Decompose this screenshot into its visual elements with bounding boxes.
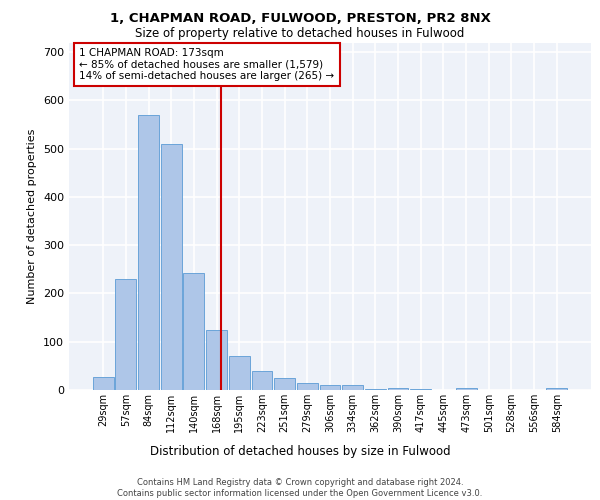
Text: Size of property relative to detached houses in Fulwood: Size of property relative to detached ho… [136,28,464,40]
Bar [388,388,409,390]
Bar [229,356,250,390]
Text: Distribution of detached houses by size in Fulwood: Distribution of detached houses by size … [149,444,451,458]
Bar [274,378,295,390]
Bar [455,388,476,390]
Bar [342,385,363,390]
Text: 1, CHAPMAN ROAD, FULWOOD, PRESTON, PR2 8NX: 1, CHAPMAN ROAD, FULWOOD, PRESTON, PR2 8… [110,12,490,26]
Bar [184,273,205,390]
Text: 1 CHAPMAN ROAD: 173sqm
← 85% of detached houses are smaller (1,579)
14% of semi-: 1 CHAPMAN ROAD: 173sqm ← 85% of detached… [79,48,335,81]
Bar [547,388,567,390]
Bar [365,389,386,390]
Bar [161,144,182,390]
Bar [115,279,136,390]
Bar [138,115,159,390]
Bar [206,330,227,390]
Bar [297,383,318,390]
Bar [410,389,431,390]
Bar [251,370,272,390]
Bar [320,385,340,390]
Text: Contains HM Land Registry data © Crown copyright and database right 2024.
Contai: Contains HM Land Registry data © Crown c… [118,478,482,498]
Y-axis label: Number of detached properties: Number of detached properties [28,128,37,304]
Bar [93,378,113,390]
